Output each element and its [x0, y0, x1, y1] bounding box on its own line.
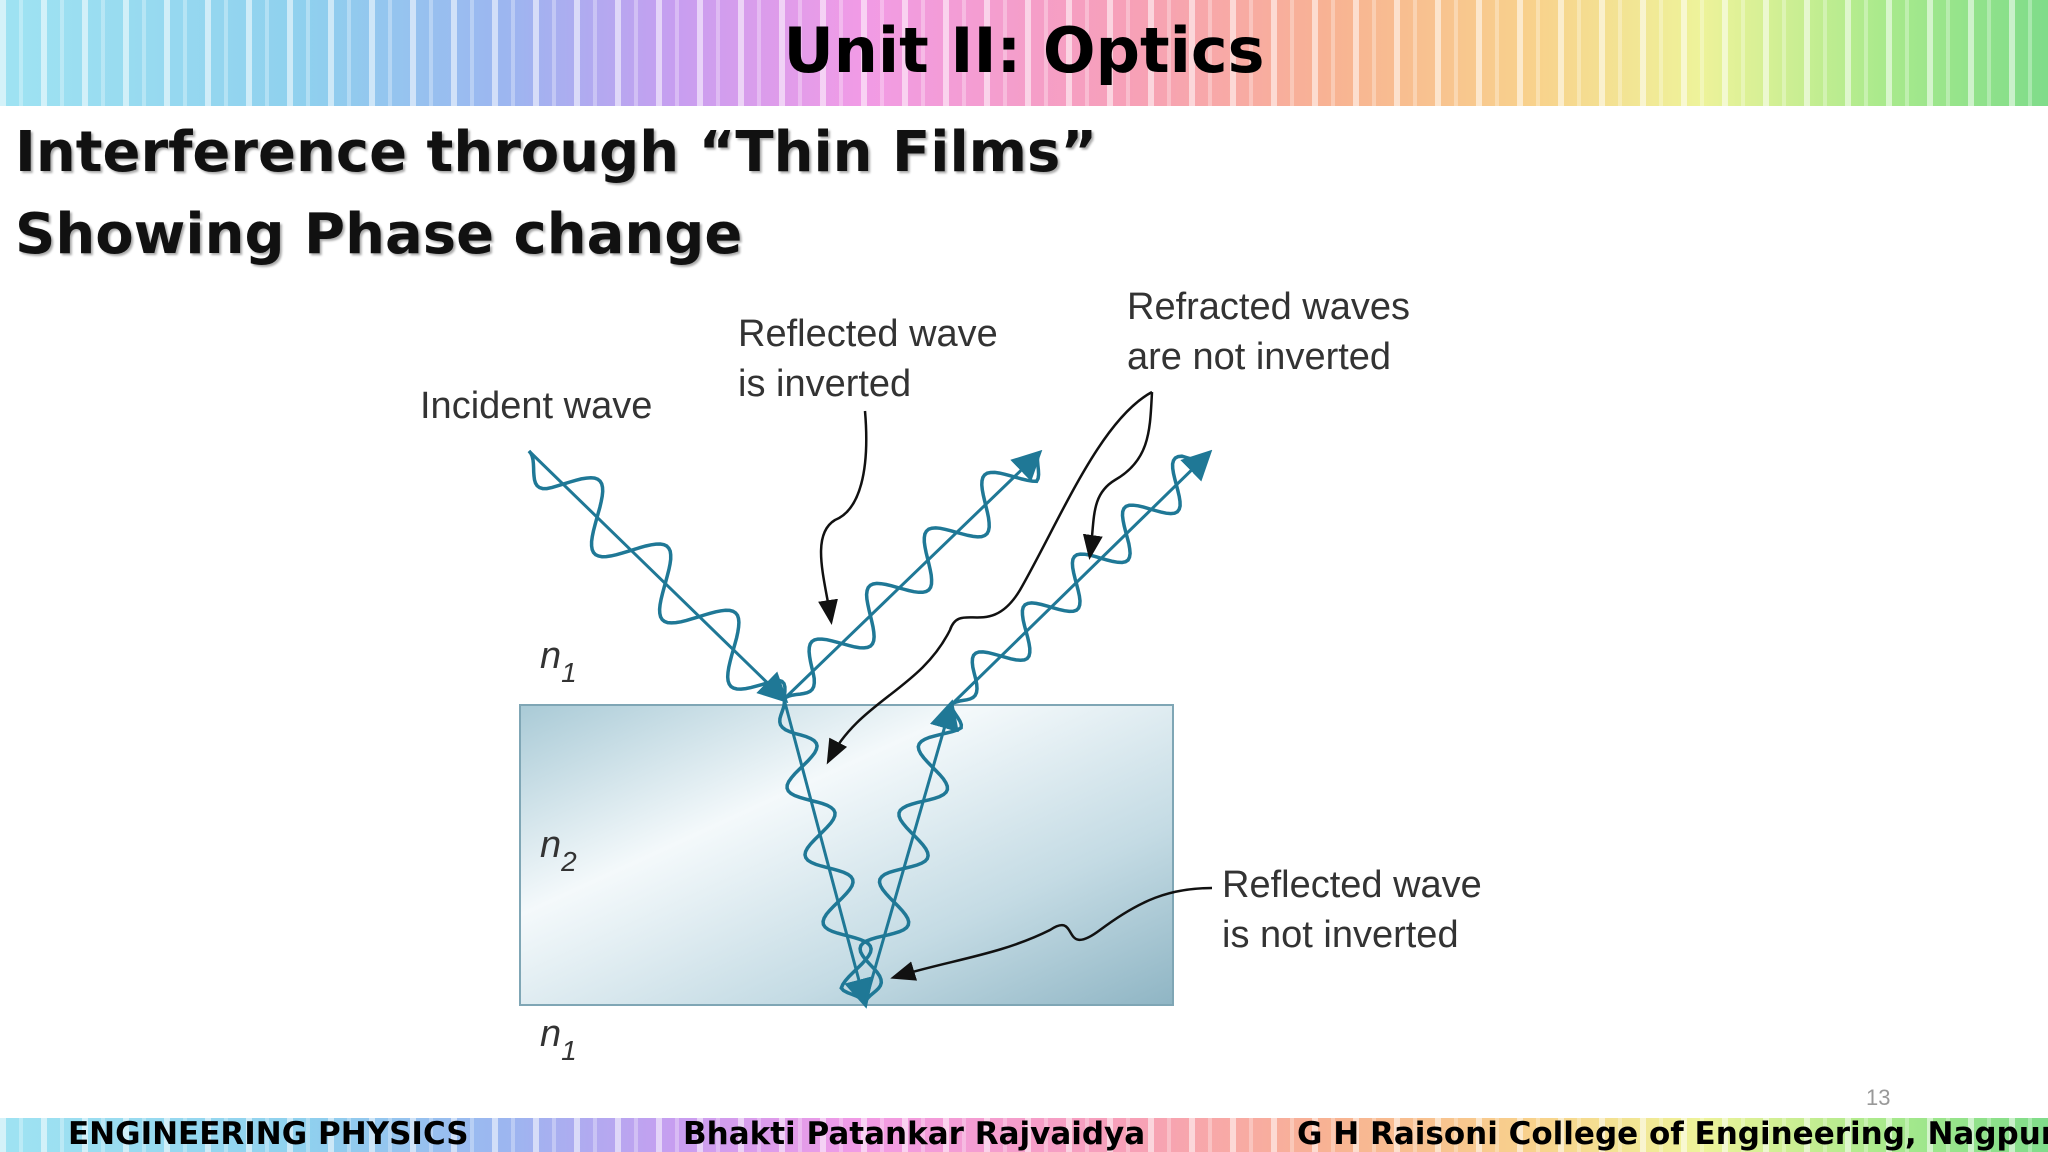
- annotation-arrow: [890, 886, 1213, 981]
- page-number: 13: [1866, 1085, 1891, 1110]
- footer-text: Bhakti Patankar Rajvaidya: [683, 1116, 1146, 1152]
- label: Reflected wave: [738, 313, 998, 355]
- medium-label: n1: [540, 1013, 577, 1066]
- slide-title: Showing Phase change: [15, 202, 743, 267]
- label: are not inverted: [1127, 336, 1391, 378]
- subscript: 1: [561, 657, 577, 688]
- medium-label: n1: [540, 635, 577, 688]
- label: is not inverted: [1222, 914, 1459, 956]
- label: Refracted waves: [1127, 286, 1410, 328]
- wave: [782, 698, 874, 1009]
- symbol: n: [540, 635, 561, 677]
- wave: [949, 449, 1213, 707]
- footer-band: [0, 1118, 2048, 1152]
- annotation-arrow: [818, 410, 868, 625]
- slide-title: Interference through “Thin Films”: [15, 120, 1098, 185]
- annotation-arrow: [1082, 391, 1154, 560]
- wave: [782, 449, 1043, 701]
- annotation-arrow: [826, 390, 1153, 765]
- subscript: 1: [561, 1035, 577, 1066]
- label: Incident wave: [420, 385, 652, 427]
- wave: [527, 449, 789, 704]
- footer-text: ENGINEERING PHYSICS: [68, 1116, 469, 1152]
- wave: [858, 705, 964, 1004]
- medium-label: n2: [540, 824, 577, 877]
- header-title: Unit II: Optics: [783, 14, 1265, 87]
- wave: [778, 698, 873, 1003]
- header-band: [0, 0, 2048, 106]
- wave: [949, 454, 1209, 707]
- symbol: n: [540, 1013, 561, 1055]
- symbol: n: [540, 824, 561, 866]
- wave: [863, 699, 959, 1004]
- thin-film: [519, 704, 1174, 1006]
- wave: [527, 449, 787, 697]
- label: Reflected wave: [1222, 864, 1482, 906]
- label: is inverted: [738, 363, 911, 405]
- footer-text: G H Raisoni College of Engineering, Nagp…: [1297, 1116, 2048, 1152]
- subscript: 2: [560, 846, 577, 877]
- wave: [782, 456, 1041, 701]
